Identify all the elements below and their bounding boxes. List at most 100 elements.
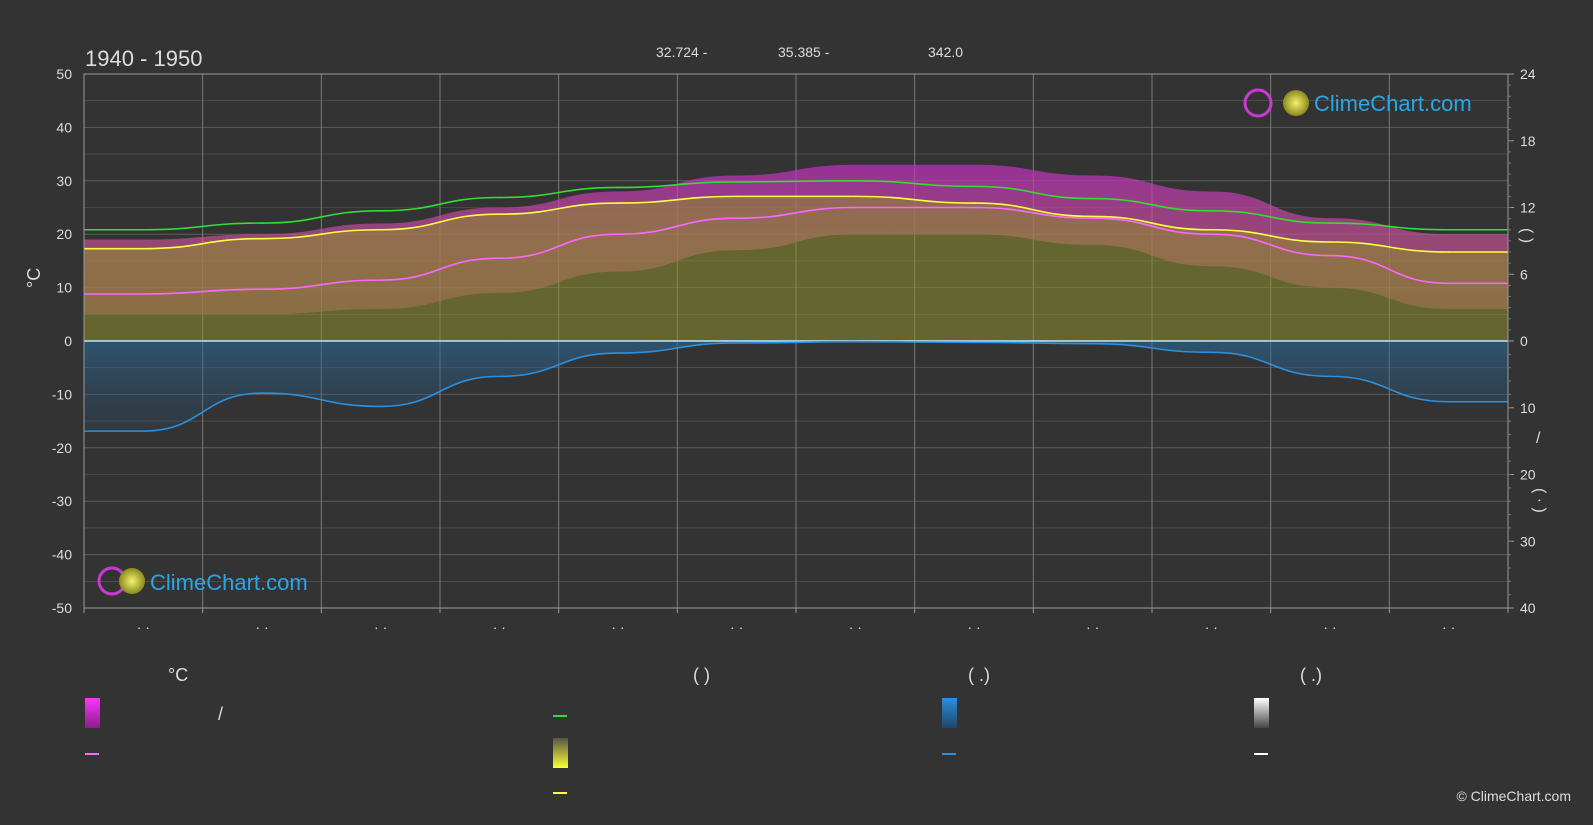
mean-temp-line-point bbox=[1329, 254, 1331, 257]
daylight-line-point bbox=[617, 186, 619, 189]
precip-line-point bbox=[498, 375, 501, 378]
latitude-value: 32.724 - bbox=[656, 44, 708, 60]
legend-slash: / bbox=[218, 704, 224, 724]
left-tick-label: 0 bbox=[64, 333, 72, 349]
right-lower-tick-label: 40 bbox=[1520, 600, 1536, 616]
right-lower-axis-slash: / bbox=[1536, 430, 1541, 447]
sunshine-line-point bbox=[498, 213, 501, 215]
x-tick-label: · · bbox=[137, 619, 150, 635]
legend-daylight-line bbox=[553, 715, 567, 717]
right-lower-tick-label: 10 bbox=[1520, 400, 1536, 416]
mean-temp-line-point bbox=[1210, 233, 1213, 235]
precip-line-point bbox=[617, 352, 619, 354]
sunshine-line-point bbox=[617, 202, 619, 204]
logo-bottom: ClimeChart.com bbox=[97, 566, 308, 596]
right-upper-tick-label: 24 bbox=[1520, 66, 1536, 82]
x-tick-label: · · bbox=[1086, 619, 1099, 635]
left-tick-label: -30 bbox=[52, 493, 72, 509]
mean-temp-line-point bbox=[142, 293, 145, 295]
logo-text-bottom: ClimeChart.com bbox=[150, 570, 308, 595]
mean-temp-line-point bbox=[261, 288, 263, 291]
left-tick-label: 50 bbox=[56, 66, 72, 82]
right-lower-tick-label: 30 bbox=[1520, 533, 1536, 549]
x-tick-label: · · bbox=[611, 619, 624, 635]
copyright: © ClimeChart.com bbox=[1456, 788, 1571, 804]
sunshine-line-point bbox=[261, 237, 263, 240]
logo-top: ClimeChart.com bbox=[1243, 88, 1472, 118]
daylight-line-point bbox=[735, 181, 738, 183]
legend-sunshine-line bbox=[553, 792, 567, 794]
sunshine-line-point bbox=[1329, 241, 1331, 243]
x-tick-label: · · bbox=[493, 619, 506, 635]
sunshine-line-point bbox=[1091, 215, 1094, 218]
legend-snow-heading: ( .) bbox=[1300, 665, 1322, 685]
sunshine-band bbox=[84, 196, 1508, 341]
legend-precip-line bbox=[942, 753, 956, 755]
precip-line-point bbox=[973, 341, 975, 344]
mean-temp-line-point bbox=[379, 279, 382, 281]
daylight-line-point bbox=[1091, 197, 1094, 200]
left-tick-label: 40 bbox=[56, 119, 72, 135]
mean-temp-line-point bbox=[735, 217, 738, 219]
right-lower-tick-label: 20 bbox=[1520, 467, 1536, 483]
daylight-line-point bbox=[1329, 222, 1331, 224]
precip-line-point bbox=[261, 392, 263, 394]
right-upper-tick-label: 0 bbox=[1520, 333, 1528, 349]
precip-line-point bbox=[854, 340, 857, 343]
x-tick-label: · · bbox=[1442, 619, 1455, 635]
daylight-line-point bbox=[142, 228, 145, 231]
legend-snow-swatch bbox=[1254, 698, 1269, 728]
x-tick-label: · · bbox=[1205, 619, 1218, 635]
sunshine-line-point bbox=[973, 202, 975, 204]
logo-sun-icon-bottom bbox=[119, 568, 145, 594]
precip-line-point bbox=[142, 430, 145, 432]
precip-line-point bbox=[1210, 351, 1213, 354]
left-tick-label: 30 bbox=[56, 173, 72, 189]
climate-chart: 50 40 30 20 10 0 -10 -20 -30 -40 -50 24 18 12 6 0 10 20 30… bbox=[52, 66, 1536, 635]
legend-precip-swatch bbox=[942, 698, 957, 728]
legend-temp-heading: °C bbox=[168, 665, 189, 685]
sunshine-line-point bbox=[142, 247, 145, 250]
sunshine-line-point bbox=[1447, 251, 1450, 253]
legend-temp-range-swatch bbox=[85, 698, 100, 728]
right-upper-tick-label: 18 bbox=[1520, 133, 1536, 149]
daylight-line-point bbox=[973, 185, 975, 188]
legend-snow-line bbox=[1254, 753, 1268, 755]
left-tick-label: -40 bbox=[52, 547, 72, 563]
logo-ring-icon bbox=[1243, 88, 1273, 118]
x-tick-label: · · bbox=[1323, 619, 1336, 635]
x-tick-label: · · bbox=[374, 619, 387, 635]
left-tick-label: -10 bbox=[52, 386, 72, 402]
mean-temp-line-point bbox=[1447, 282, 1450, 285]
mean-temp-line-point bbox=[973, 206, 975, 209]
daylight-line-point bbox=[1210, 210, 1213, 212]
x-tick-label: · · bbox=[967, 619, 980, 635]
sunshine-line-point bbox=[1210, 228, 1213, 231]
left-tick-label: 20 bbox=[56, 226, 72, 242]
daylight-line bbox=[83, 179, 1508, 231]
legend-sunshine-swatch bbox=[553, 738, 568, 768]
precip-line-point bbox=[1329, 375, 1331, 378]
elevation-value: 342.0 bbox=[928, 44, 964, 60]
precip-line-point bbox=[1447, 400, 1450, 403]
legend-mean-temp-line bbox=[85, 753, 99, 755]
precip-line-point bbox=[379, 405, 382, 408]
daylight-line-point bbox=[379, 210, 382, 212]
left-tick-label: -20 bbox=[52, 440, 72, 456]
mean-temp-line bbox=[83, 206, 1508, 295]
daylight-line-point bbox=[1447, 228, 1450, 231]
sunshine-line bbox=[83, 195, 1508, 253]
precip-line-point bbox=[1091, 342, 1094, 345]
legend-rain-heading: ( .) bbox=[968, 665, 990, 685]
period-title: 1940 - 1950 bbox=[85, 46, 203, 71]
sunshine-line-point bbox=[379, 228, 382, 231]
left-tick-label: 10 bbox=[56, 280, 72, 296]
mean-temp-line-point bbox=[498, 257, 501, 260]
daylight-line-point bbox=[854, 180, 857, 182]
right-upper-tick-label: 12 bbox=[1520, 200, 1536, 216]
left-tick-label: -50 bbox=[52, 600, 72, 616]
legend-sun-heading: ( ) bbox=[693, 665, 710, 685]
sunshine-line-point bbox=[735, 195, 738, 198]
logo-sun-icon bbox=[1283, 90, 1309, 116]
precip-line bbox=[84, 340, 1508, 432]
